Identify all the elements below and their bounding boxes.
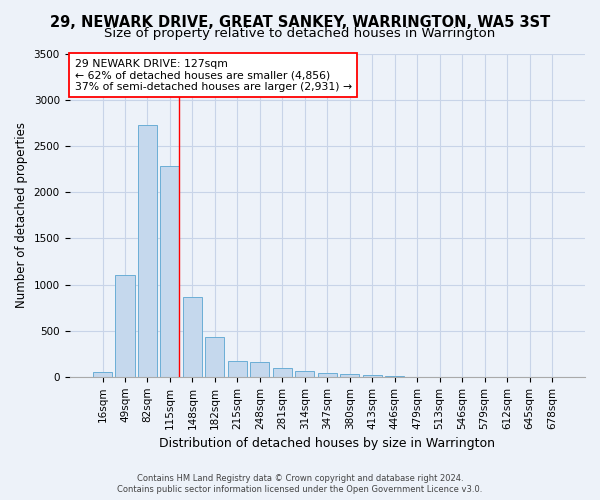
Bar [295, 372, 314, 377]
Bar [250, 362, 269, 377]
Bar [93, 372, 112, 377]
Y-axis label: Number of detached properties: Number of detached properties [15, 122, 28, 308]
Text: 29 NEWARK DRIVE: 127sqm
← 62% of detached houses are smaller (4,856)
37% of semi: 29 NEWARK DRIVE: 127sqm ← 62% of detache… [74, 59, 352, 92]
Bar [385, 376, 404, 377]
Bar [340, 374, 359, 377]
Bar [160, 166, 179, 377]
Text: Contains HM Land Registry data © Crown copyright and database right 2024.
Contai: Contains HM Land Registry data © Crown c… [118, 474, 482, 494]
Bar [318, 372, 337, 377]
X-axis label: Distribution of detached houses by size in Warrington: Distribution of detached houses by size … [159, 437, 495, 450]
Bar [115, 276, 134, 377]
Text: Size of property relative to detached houses in Warrington: Size of property relative to detached ho… [104, 28, 496, 40]
Text: 29, NEWARK DRIVE, GREAT SANKEY, WARRINGTON, WA5 3ST: 29, NEWARK DRIVE, GREAT SANKEY, WARRINGT… [50, 15, 550, 30]
Bar [228, 361, 247, 377]
Bar [183, 296, 202, 377]
Bar [362, 375, 382, 377]
Bar [138, 125, 157, 377]
Bar [273, 368, 292, 377]
Bar [205, 337, 224, 377]
